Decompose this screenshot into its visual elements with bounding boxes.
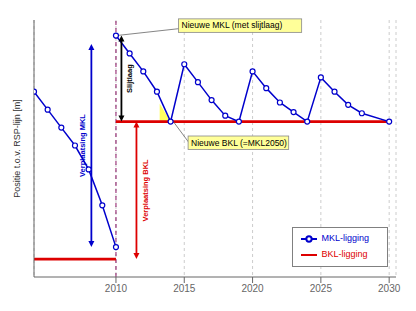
svg-text:2010: 2010 (105, 283, 128, 294)
html-text:MKL-ligging: MKL-ligging (321, 233, 369, 244)
svg-text:Slijtlaag: Slijtlaag (125, 64, 134, 93)
svg-text:2020: 2020 (241, 283, 264, 294)
svg-text:2015: 2015 (173, 283, 196, 294)
svg-text:Verplaatsing MKL: Verplaatsing MKL (78, 114, 87, 177)
svg-text:Nieuwe MKL (met slijtlaag): Nieuwe MKL (met slijtlaag) (182, 20, 283, 30)
svg-text:Nieuwe BKL (=MKL2050): Nieuwe BKL (=MKL2050) (191, 138, 287, 148)
svg-text:Positie t.o.v. RSP-lijn [m]: Positie t.o.v. RSP-lijn [m] (12, 99, 22, 197)
html-text:BKL-ligging: BKL-ligging (321, 249, 368, 260)
svg-text:2025: 2025 (310, 283, 333, 294)
svg-text:Verplaatsing BKL: Verplaatsing BKL (141, 159, 150, 222)
svg-text:2030: 2030 (378, 283, 401, 294)
